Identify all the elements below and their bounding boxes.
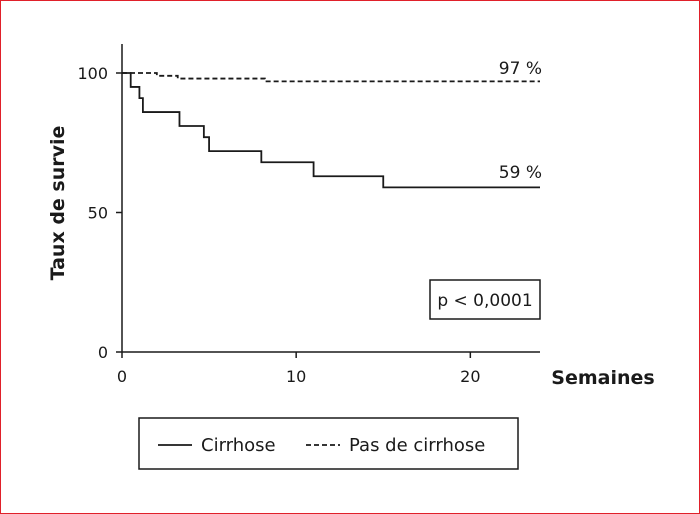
x-axis-title: Semaines — [551, 367, 654, 389]
legend-label-pas-de-cirrhose: Pas de cirrhose — [349, 435, 485, 456]
legend: Cirrhose Pas de cirrhose — [138, 417, 519, 470]
p-value-text: p < 0,0001 — [437, 291, 532, 311]
p-value-box: p < 0,0001 — [429, 279, 541, 320]
legend-label-cirrhose: Cirrhose — [201, 435, 276, 456]
end-label-cirrhosis: 59 % — [499, 163, 542, 183]
y-tick-label: 0 — [98, 343, 108, 362]
x-tick-label: 0 — [117, 367, 127, 386]
x-tick-label: 20 — [460, 367, 480, 386]
y-axis-title: Taux de survie — [47, 126, 69, 281]
series-line-cirrhose — [122, 72, 540, 189]
series-line-pas-de-cirrhose — [122, 72, 540, 83]
axes: 0 50 100 0 10 20 — [77, 44, 540, 386]
x-tick-label: 10 — [286, 367, 306, 386]
y-tick-label: 50 — [88, 204, 108, 223]
y-tick-label: 100 — [77, 64, 108, 83]
end-label-no-cirrhosis: 97 % — [499, 59, 542, 79]
series-layer — [122, 72, 540, 189]
